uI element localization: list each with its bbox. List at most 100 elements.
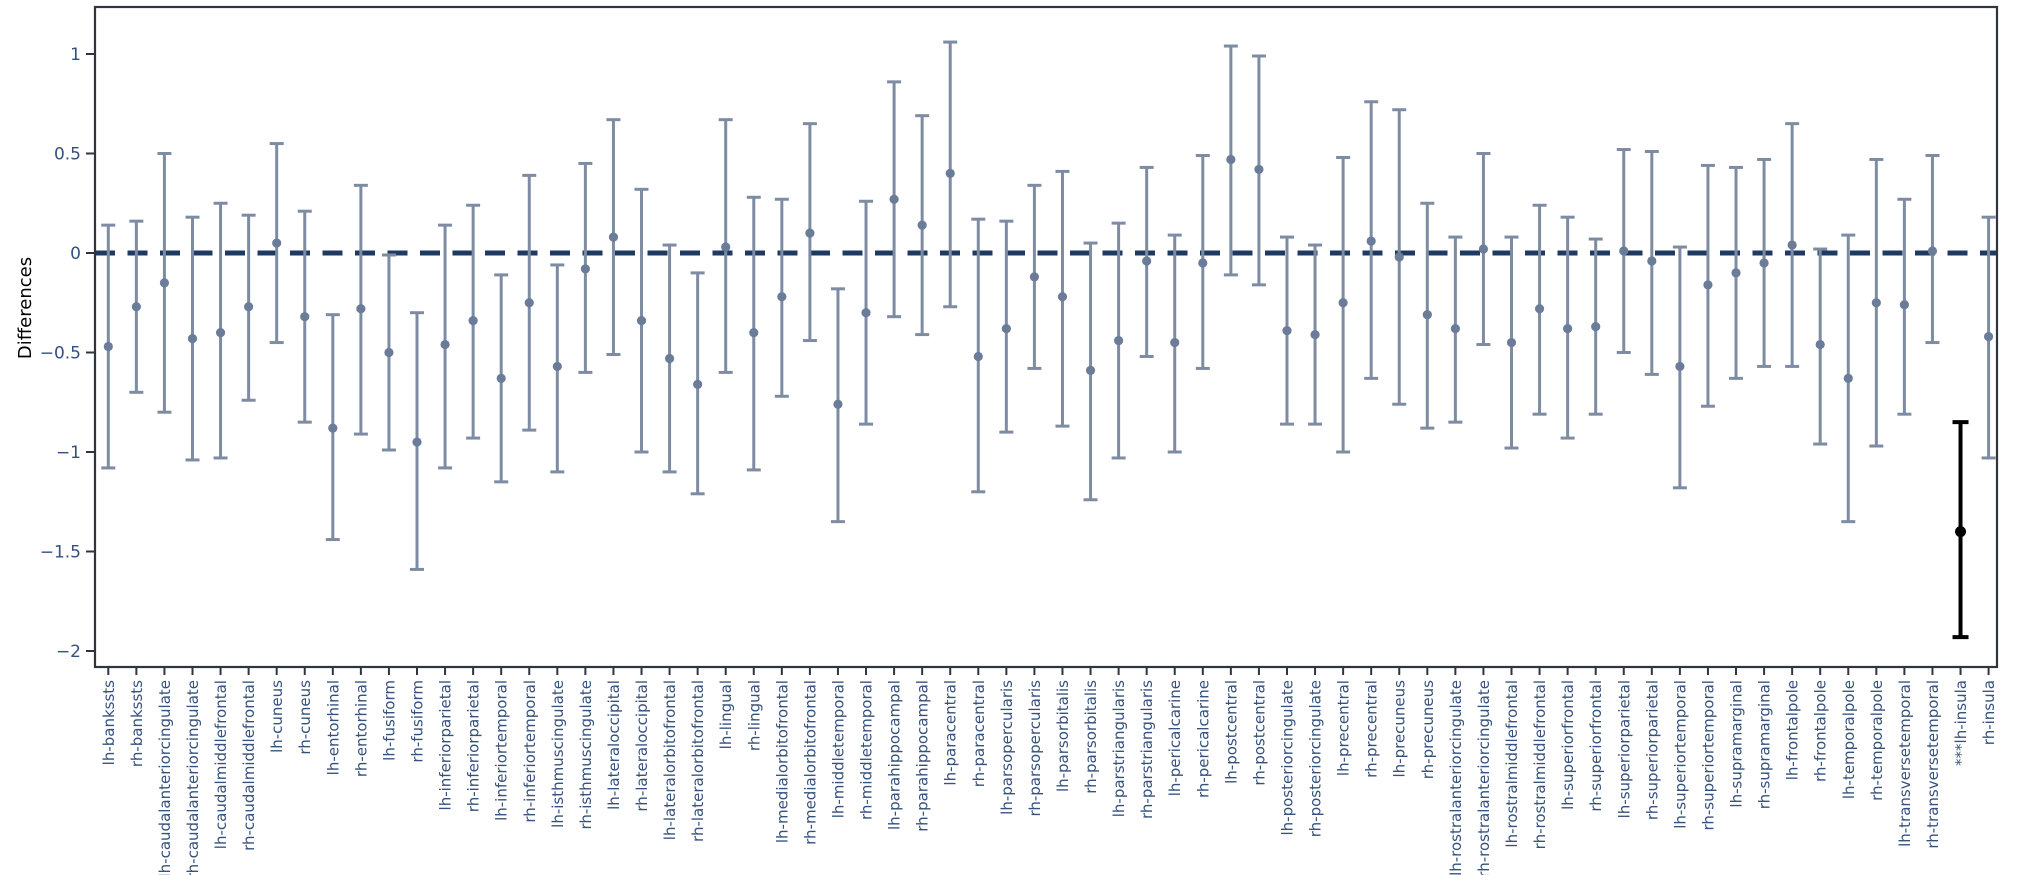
x-tick-label: lh-lateralorbitofrontal [661,680,679,840]
x-tick-label: rh-middletemporal [858,680,876,820]
x-tick-label: lh-postcentral [1222,680,1240,784]
error-bar [1139,165,1154,358]
error-bar [157,152,172,414]
x-tick-label: rh-cuneus [296,680,314,755]
error-bar [578,161,593,374]
mean-marker [1871,298,1881,308]
x-tick-label: lh-lingual [717,680,735,749]
mean-marker [215,328,226,338]
error-bar [1841,233,1856,524]
mean-marker [356,304,366,314]
error-bar [1588,237,1603,416]
y-tick-label: −1.5 [40,543,81,563]
mean-marker [1647,256,1657,266]
error-bar [1223,44,1238,277]
y-tick-label: 1 [70,45,81,65]
x-tick-label: rh-precuneus [1419,680,1437,779]
error-bar [297,209,312,424]
x-tick-label: lh-rostralanteriorcingulate [1447,680,1465,875]
error-bar [522,173,537,432]
error-bar [830,287,845,524]
mean-marker [1899,300,1909,310]
x-tick-label: lh-caudalmiddlefrontal [212,680,230,849]
mean-marker [945,168,955,178]
error-bar [662,243,677,474]
x-tick-label: lh-superiorfrontal [1559,680,1577,810]
mean-marker [1254,164,1264,175]
x-tick-label: rh-supramarginal [1756,680,1774,809]
error-bar [774,197,789,398]
mean-marker [1114,335,1124,346]
x-tick-label: rh-parsorbitalis [1082,680,1100,794]
x-tick-label: rh-lateralorbitofrontal [689,680,707,842]
mean-marker [1478,244,1489,254]
error-bar [943,40,958,309]
mean-marker [1226,154,1236,165]
mean-marker [1703,280,1713,290]
x-tick-label: lh-isthmuscingulate [549,680,567,828]
mean-marker [917,220,927,230]
x-tick-label: rh-precentral [1363,680,1381,778]
x-tick-label: lh-lateraloccipital [605,680,623,810]
mean-marker [608,232,619,242]
error-bar [634,187,649,454]
error-bar [410,311,425,571]
x-tick-label: lh-parahippocampal [886,680,904,830]
error-bar [1420,201,1435,430]
mean-marker [1085,365,1096,376]
x-tick-label: lh-parsopercularis [998,680,1016,815]
x-tick-label: rh-fusiform [409,680,427,763]
x-tick-label: lh-posteriorcingulate [1278,680,1296,835]
x-tick-label: rh-insula [1980,680,1998,745]
error-bar [606,118,621,356]
x-tick-label: rh-parstriangularis [1138,680,1156,819]
x-tick-label: lh-middletemporal [829,680,847,818]
error-bar [1869,157,1884,448]
x-tick-label: rh-entorhinal [352,680,370,777]
x-tick-label: rh-rostralmiddlefrontal [1531,680,1549,849]
x-tick-label: rh-pericalcarine [1194,680,1212,798]
error-bar [1560,215,1575,440]
mean-marker [1675,361,1685,372]
mean-marker [1170,337,1180,348]
x-tick-label: rh-lingual [745,680,763,751]
mean-marker [131,302,141,312]
error-bar [1336,155,1351,454]
mean-marker [552,361,562,372]
mean-marker [1815,339,1825,350]
mean-marker [1843,373,1853,383]
error-bar [438,223,453,470]
y-axis-title: Differences [15,257,36,359]
x-tick-label: lh-inferiortemporal [493,680,511,821]
error-bar [241,213,256,402]
x-tick-label: rh-temporalpole [1868,680,1886,801]
error-bar [1532,203,1547,416]
error-bar [1279,235,1294,426]
error-bar [887,80,902,319]
mean-marker [1282,326,1292,336]
mean-marker [1563,324,1573,334]
x-tick-label: rh-inferiorparietal [465,680,483,812]
mean-marker [1310,329,1320,340]
mean-marker [1731,268,1741,278]
error-bar [802,122,817,343]
error-bar [381,253,396,452]
x-tick-label: rh-parsopercularis [1026,680,1044,817]
error-bar [690,271,705,496]
x-tick-label: rh-parahippocampal [914,680,932,832]
x-tick-label: lh-frontalpole [1784,680,1802,780]
mean-marker [861,308,871,318]
mean-marker [496,373,506,383]
x-tick-label: rh-frontalpole [1812,680,1830,782]
x-tick-label: lh-superiortemporal [1671,680,1689,829]
error-bar [550,263,565,474]
x-tick-label: lh-parsorbitalis [1054,680,1072,792]
x-tick-label: lh-fusiform [380,680,398,761]
error-bar [1981,215,1996,460]
mean-marker [973,351,983,362]
mean-marker [384,347,394,358]
mean-marker [524,298,534,308]
x-tick-label: lh-precuneus [1391,680,1409,778]
mean-marker [1927,246,1938,256]
error-bar [971,217,986,494]
